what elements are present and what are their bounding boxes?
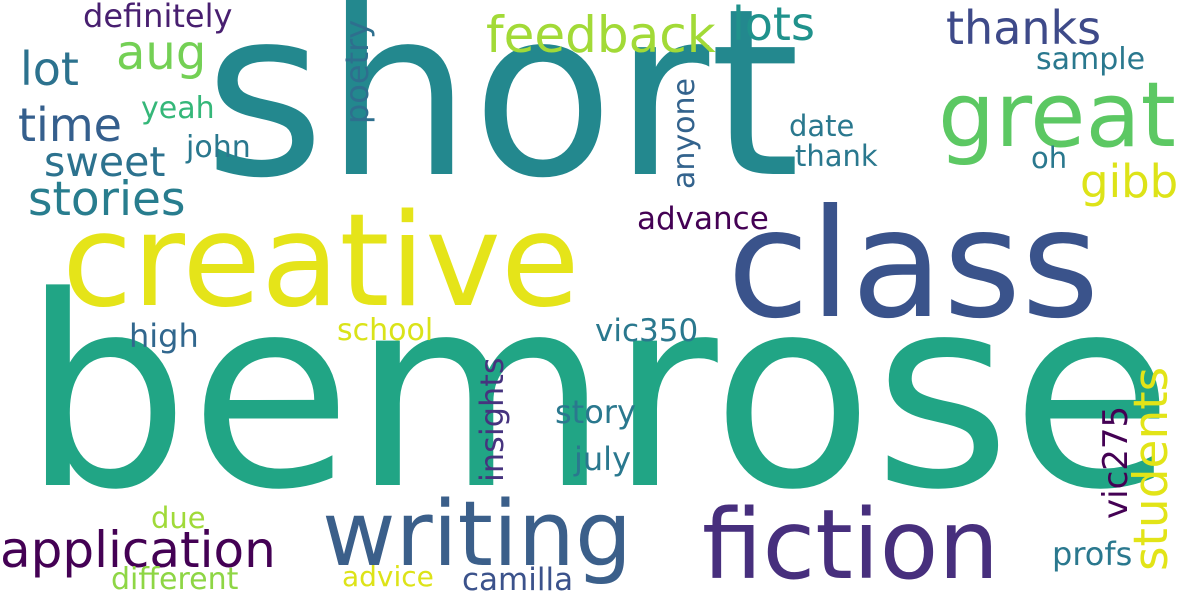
word-sample: sample	[1036, 42, 1146, 77]
word-vic350: vic350	[595, 313, 699, 349]
word-high: high	[129, 317, 199, 355]
word-insights: insights	[473, 357, 511, 482]
word-thank: thank	[795, 139, 878, 173]
word-writing: writing	[322, 482, 633, 587]
word-profs: profs	[1052, 535, 1133, 573]
word-time: time	[18, 98, 122, 152]
word-creative: creative	[62, 187, 580, 336]
word-bemrose: bemrose	[22, 241, 1174, 548]
word-yeah: yeah	[141, 91, 215, 126]
word-july: july	[574, 440, 631, 478]
word-due: due	[151, 501, 206, 535]
word-john: john	[186, 130, 251, 165]
word-vic275: vic275	[1096, 405, 1136, 519]
word-application: application	[0, 521, 276, 579]
word-class: class	[727, 178, 1100, 352]
word-great: great	[938, 63, 1176, 168]
word-advance: advance	[637, 201, 769, 237]
word-different: different	[111, 562, 239, 597]
word-fiction: fiction	[702, 489, 1000, 600]
word-oh: oh	[1031, 141, 1068, 175]
word-date: date	[789, 109, 855, 143]
word-poetry: poetry	[338, 19, 376, 124]
word-feedback: feedback	[486, 6, 716, 64]
word-lots: lots	[732, 0, 815, 51]
word-definitely: definitely	[83, 0, 233, 35]
word-advice: advice	[342, 560, 434, 593]
word-anyone: anyone	[667, 78, 702, 189]
word-lot: lot	[20, 42, 79, 96]
word-sweet: sweet	[44, 138, 166, 186]
word-aug: aug	[116, 25, 207, 81]
word-thanks: thanks	[946, 1, 1102, 55]
word-short: short	[204, 0, 801, 229]
word-gibb: gibb	[1080, 155, 1179, 208]
word-school: school	[337, 313, 434, 348]
word-stories: stories	[28, 172, 186, 227]
word-story: story	[555, 393, 636, 431]
word-camilla: camilla	[462, 562, 574, 598]
